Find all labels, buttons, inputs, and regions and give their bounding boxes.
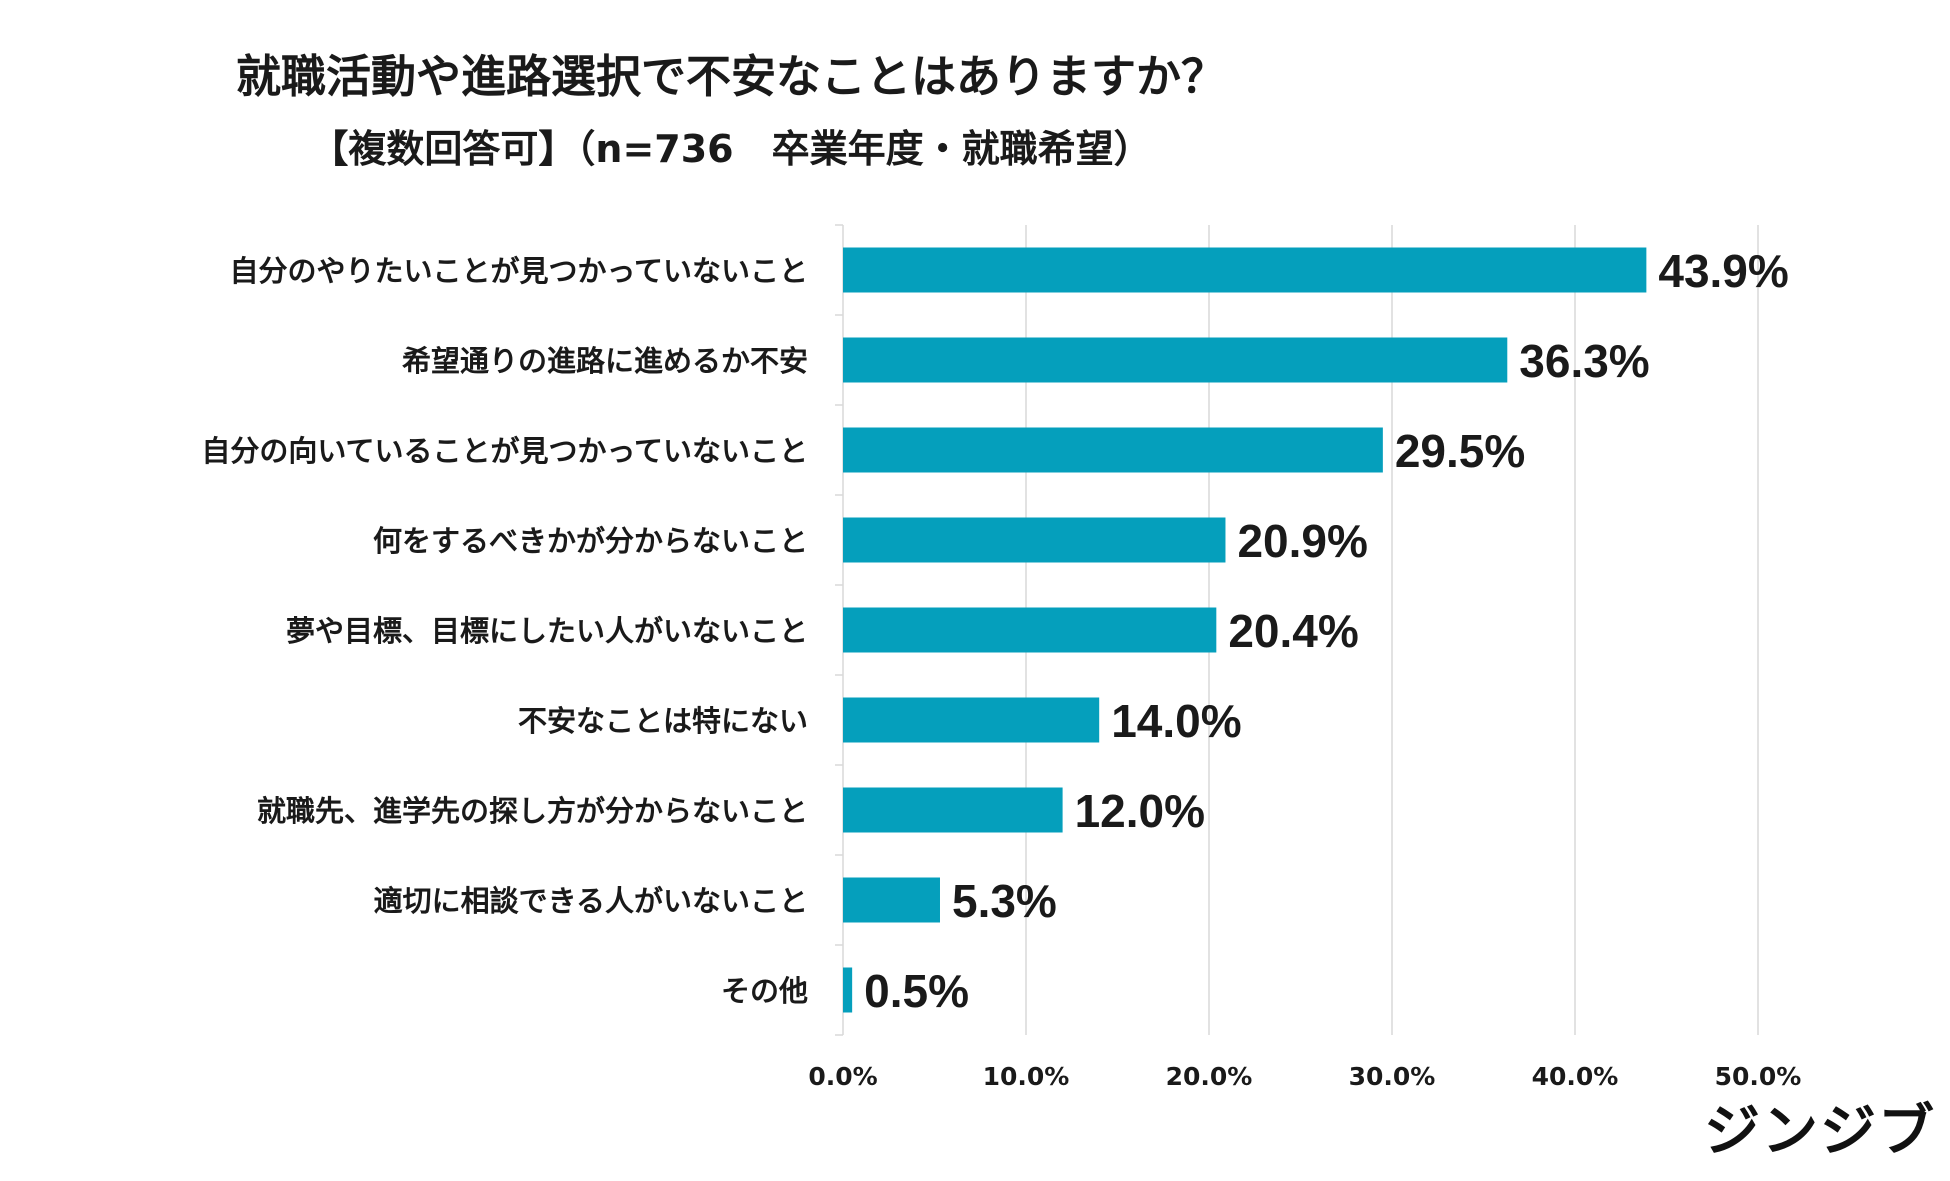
data-label: 36.3% — [1519, 335, 1649, 387]
x-tick-label: 10.0% — [983, 1062, 1070, 1091]
data-label: 29.5% — [1395, 425, 1525, 477]
bar — [843, 517, 1226, 563]
data-label: 0.5% — [864, 965, 969, 1017]
data-label: 5.3% — [952, 875, 1057, 927]
brand-logo: ジンジブ — [1704, 1099, 1936, 1164]
x-tick-label: 30.0% — [1349, 1062, 1436, 1091]
x-tick-label: 40.0% — [1532, 1062, 1619, 1091]
bar — [843, 337, 1508, 383]
category-label: 適切に相談できる人がいないこと — [374, 884, 808, 918]
category-label: 自分のやりたいことが見つかっていないこと — [229, 254, 808, 288]
data-label: 14.0% — [1111, 695, 1241, 747]
bar — [843, 697, 1100, 743]
bar — [843, 877, 940, 923]
x-tick-label: 20.0% — [1166, 1062, 1253, 1091]
chart-title: 就職活動や進路選択で不安なことはありますか？ — [235, 50, 1226, 103]
data-label: 20.4% — [1228, 605, 1358, 657]
category-label: 就職先、進学先の探し方が分からないこと — [257, 794, 808, 828]
data-label: 12.0% — [1075, 785, 1205, 837]
category-label: 不安なことは特にない — [518, 704, 808, 738]
chart-subtitle: 【複数回答可】（n=736 卒業年度・就職希望） — [310, 127, 1152, 171]
category-label: 自分の向いていることが見つかっていないこと — [201, 434, 808, 468]
bar — [843, 607, 1217, 653]
data-label: 20.9% — [1237, 515, 1367, 567]
category-label: 何をするべきかが分からないこと — [373, 524, 808, 558]
bar — [843, 247, 1647, 293]
x-tick-label: 50.0% — [1715, 1062, 1802, 1091]
category-label: 希望通りの進路に進めるか不安 — [402, 344, 808, 378]
bar — [843, 427, 1383, 473]
x-tick-label: 0.0% — [808, 1062, 877, 1091]
bar — [843, 787, 1063, 833]
bar — [843, 967, 853, 1013]
category-label: その他 — [721, 974, 808, 1008]
category-label: 夢や目標、目標にしたい人がいないこと — [286, 614, 808, 648]
data-label: 43.9% — [1658, 245, 1788, 297]
